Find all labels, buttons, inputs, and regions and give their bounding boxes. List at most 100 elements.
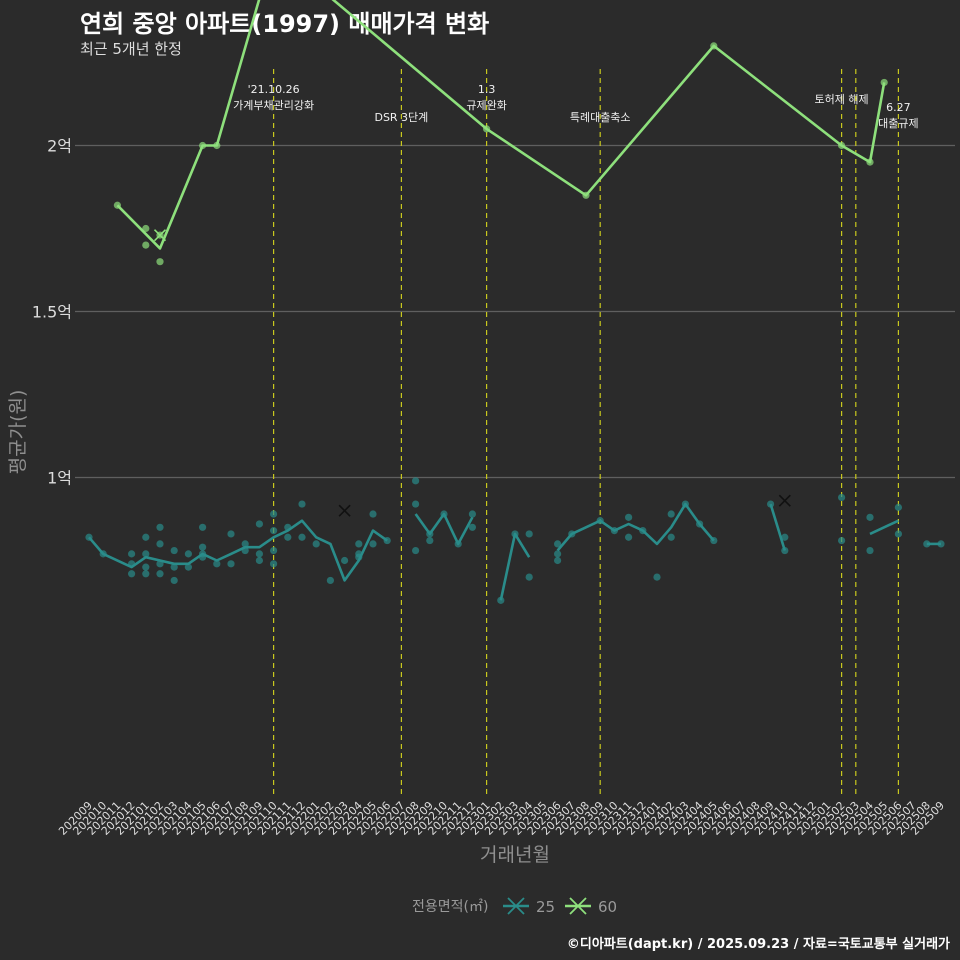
data-point <box>923 540 931 548</box>
axes: 1억1.5억2억2.5억2020092020102020112020122021… <box>32 137 947 838</box>
series-25 <box>85 477 945 604</box>
data-point <box>710 536 718 545</box>
cancelled-mark <box>778 494 791 507</box>
cancelled-mark <box>338 504 351 517</box>
data-point <box>894 530 903 538</box>
chart-title: 연희 중앙 아파트(1997) 매매가격 변화 <box>80 10 490 38</box>
gridlines <box>75 144 955 479</box>
data-point <box>270 527 278 535</box>
data-point <box>412 500 420 508</box>
data-point <box>369 510 377 518</box>
data-point <box>213 560 221 568</box>
legend-title: 전용면적(㎡) <box>412 899 488 915</box>
data-point <box>284 533 292 541</box>
data-point <box>170 563 178 571</box>
data-point <box>99 550 107 558</box>
data-point <box>213 141 221 150</box>
y-tick-label: 2억 <box>47 137 72 156</box>
data-point <box>142 563 150 571</box>
data-point <box>525 573 533 581</box>
data-point <box>184 550 192 558</box>
data-point <box>355 553 363 561</box>
legend-label: 25 <box>536 898 555 916</box>
data-point <box>866 158 874 166</box>
data-point <box>610 527 619 535</box>
series-60 <box>113 0 888 266</box>
data-point <box>199 553 207 561</box>
event-label: DSR 3단계 <box>374 111 428 124</box>
event-label: '21.10.26 <box>248 83 300 96</box>
x-axis-title: 거래년월 <box>480 844 550 866</box>
y-tick-label: 1억 <box>47 469 72 488</box>
data-point <box>156 560 164 568</box>
series-line <box>414 512 474 546</box>
data-point <box>582 191 590 199</box>
data-point <box>412 477 420 485</box>
data-point <box>170 576 178 585</box>
event-label: 대출규제 <box>878 117 918 130</box>
data-point <box>894 503 903 511</box>
data-point <box>255 556 263 565</box>
cancelled-mark <box>153 229 167 242</box>
data-point <box>639 527 647 535</box>
series-line <box>556 502 715 552</box>
data-point <box>468 510 476 518</box>
data-point <box>767 500 775 508</box>
data-point <box>199 523 207 531</box>
data-point <box>255 520 263 528</box>
data-point <box>255 550 263 558</box>
series-line <box>869 519 899 536</box>
data-point <box>696 520 704 528</box>
data-point <box>625 533 633 541</box>
data-point <box>554 540 562 548</box>
data-point <box>355 540 363 548</box>
data-point <box>838 536 846 545</box>
data-point <box>199 543 207 551</box>
data-point <box>866 513 874 521</box>
data-point <box>866 546 874 555</box>
data-point <box>156 523 164 531</box>
data-point <box>653 573 661 581</box>
data-point <box>468 523 476 531</box>
data-point <box>298 533 306 541</box>
event-label: 규제완화 <box>466 99 506 112</box>
data-point <box>156 540 164 548</box>
data-point <box>838 141 846 150</box>
data-point <box>142 224 150 233</box>
data-point <box>270 546 278 555</box>
data-point <box>241 546 249 555</box>
data-point <box>880 78 888 87</box>
data-point <box>483 125 491 133</box>
data-point <box>142 533 150 541</box>
y-axis-title: 평균가(원) <box>7 390 29 475</box>
event-label: 6.27 <box>886 101 911 114</box>
data-point <box>128 550 136 558</box>
data-point <box>412 546 420 555</box>
data-point <box>596 517 604 525</box>
data-point <box>128 570 136 578</box>
data-point <box>554 550 562 558</box>
data-point <box>142 550 150 558</box>
data-point <box>128 560 136 568</box>
event-label: 1.3 <box>478 83 496 96</box>
data-point <box>298 500 306 508</box>
series-line <box>769 503 787 551</box>
data-point <box>710 42 718 50</box>
data-point <box>426 530 434 538</box>
data-point <box>781 533 789 541</box>
event-label: 가계부채관리강화 <box>233 99 314 112</box>
event-label: 토허제 해제 <box>815 92 869 106</box>
data-point <box>667 510 675 518</box>
y-tick-label: 1.5억 <box>32 303 72 322</box>
data-point <box>142 241 150 249</box>
data-point <box>270 560 278 568</box>
data-point <box>199 141 207 150</box>
data-series <box>85 0 945 604</box>
data-point <box>554 556 562 565</box>
data-point <box>426 536 434 545</box>
data-point <box>454 540 462 548</box>
chart-caption: ©디아파트(dapt.kr) / 2025.09.23 / 자료=국토교통부 실… <box>566 937 950 952</box>
data-point <box>625 513 633 521</box>
